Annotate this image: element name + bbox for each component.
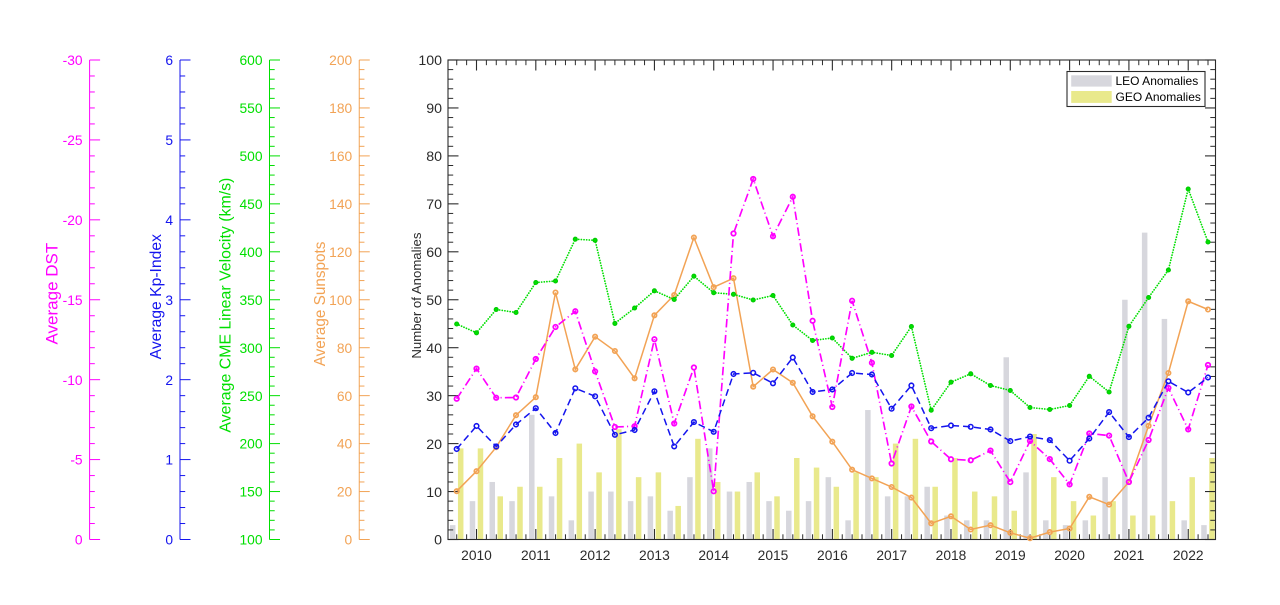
svg-text:200: 200 xyxy=(329,53,352,68)
svg-text:60: 60 xyxy=(426,245,442,261)
svg-text:50: 50 xyxy=(426,293,442,309)
svg-text:550: 550 xyxy=(239,101,262,116)
svg-text:300: 300 xyxy=(239,341,262,356)
svg-text:3: 3 xyxy=(165,293,173,308)
svg-text:100: 100 xyxy=(418,53,442,69)
svg-text:4: 4 xyxy=(165,213,173,228)
svg-text:40: 40 xyxy=(337,437,353,452)
svg-text:2010: 2010 xyxy=(461,548,492,563)
svg-text:Average Kp-Index: Average Kp-Index xyxy=(148,234,165,359)
svg-text:-30: -30 xyxy=(63,53,83,68)
svg-text:5: 5 xyxy=(165,133,173,148)
svg-text:70: 70 xyxy=(426,197,442,213)
svg-text:140: 140 xyxy=(329,197,352,212)
svg-text:Number of Anomalies: Number of Anomalies xyxy=(409,232,424,358)
svg-text:30: 30 xyxy=(426,389,442,405)
svg-text:0: 0 xyxy=(165,533,173,548)
svg-text:GEO Anomalies: GEO Anomalies xyxy=(1116,90,1201,104)
svg-text:200: 200 xyxy=(239,437,262,452)
svg-text:160: 160 xyxy=(329,149,352,164)
svg-text:Average DST: Average DST xyxy=(42,243,61,345)
svg-text:0: 0 xyxy=(345,533,353,548)
svg-text:100: 100 xyxy=(329,293,352,308)
svg-text:500: 500 xyxy=(239,149,262,164)
svg-text:-10: -10 xyxy=(63,373,83,388)
svg-text:-25: -25 xyxy=(63,133,83,148)
svg-text:0: 0 xyxy=(75,533,83,548)
svg-text:60: 60 xyxy=(337,389,353,404)
svg-text:2011: 2011 xyxy=(521,548,551,563)
svg-text:Average Sunspots: Average Sunspots xyxy=(312,241,329,366)
svg-text:120: 120 xyxy=(329,245,352,260)
svg-text:0: 0 xyxy=(434,533,442,549)
svg-text:2: 2 xyxy=(165,373,173,388)
svg-text:2021: 2021 xyxy=(1114,548,1145,563)
svg-text:100: 100 xyxy=(239,533,262,548)
svg-text:2012: 2012 xyxy=(580,548,611,563)
svg-text:-15: -15 xyxy=(63,293,83,308)
svg-text:2022: 2022 xyxy=(1173,548,1204,563)
svg-text:LEO Anomalies: LEO Anomalies xyxy=(1116,74,1199,88)
svg-text:2014: 2014 xyxy=(698,548,729,563)
svg-text:Average CME Linear Velocity (k: Average CME Linear Velocity (km/s) xyxy=(217,178,234,433)
svg-text:-5: -5 xyxy=(70,453,83,468)
svg-text:2016: 2016 xyxy=(817,548,848,563)
svg-text:2017: 2017 xyxy=(876,548,907,563)
svg-text:80: 80 xyxy=(337,341,353,356)
svg-text:20: 20 xyxy=(337,485,353,500)
svg-text:2015: 2015 xyxy=(758,548,789,563)
svg-text:2013: 2013 xyxy=(639,548,670,563)
svg-text:6: 6 xyxy=(165,53,173,68)
svg-text:80: 80 xyxy=(426,149,442,165)
svg-text:600: 600 xyxy=(239,53,262,68)
svg-text:450: 450 xyxy=(239,197,262,212)
svg-text:1: 1 xyxy=(165,453,173,468)
svg-text:250: 250 xyxy=(239,389,262,404)
svg-text:20: 20 xyxy=(426,437,442,453)
svg-text:40: 40 xyxy=(426,341,442,357)
svg-text:10: 10 xyxy=(426,485,442,501)
svg-text:350: 350 xyxy=(239,293,262,308)
svg-text:-20: -20 xyxy=(63,213,83,228)
svg-text:2020: 2020 xyxy=(1054,548,1085,563)
svg-text:2019: 2019 xyxy=(995,548,1026,563)
svg-text:400: 400 xyxy=(239,245,262,260)
svg-text:150: 150 xyxy=(239,485,262,500)
svg-text:90: 90 xyxy=(426,101,442,117)
svg-text:2018: 2018 xyxy=(936,548,967,563)
svg-text:180: 180 xyxy=(329,101,352,116)
